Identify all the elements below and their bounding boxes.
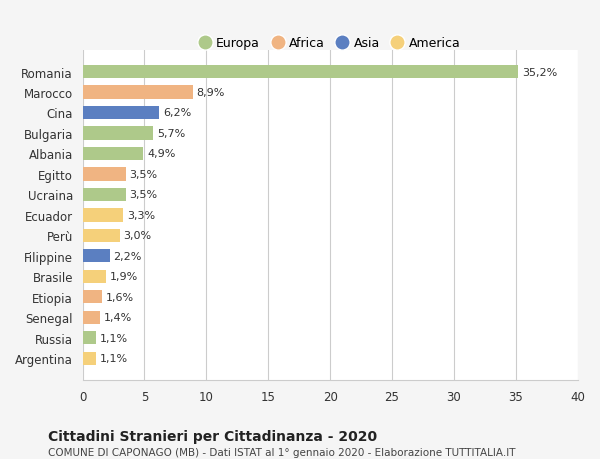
Text: 1,1%: 1,1% [100, 353, 128, 364]
Text: COMUNE DI CAPONAGO (MB) - Dati ISTAT al 1° gennaio 2020 - Elaborazione TUTTITALI: COMUNE DI CAPONAGO (MB) - Dati ISTAT al … [48, 448, 515, 458]
Text: 3,5%: 3,5% [130, 169, 158, 179]
Bar [83, 270, 106, 283]
Text: 3,5%: 3,5% [130, 190, 158, 200]
Text: 5,7%: 5,7% [157, 129, 185, 139]
Bar [83, 66, 518, 79]
Bar [83, 168, 126, 181]
Bar [83, 86, 193, 100]
Text: 3,0%: 3,0% [124, 231, 152, 241]
Text: 1,9%: 1,9% [110, 272, 138, 282]
Text: 4,9%: 4,9% [147, 149, 175, 159]
Bar [83, 229, 120, 242]
Bar [83, 250, 110, 263]
Text: 8,9%: 8,9% [196, 88, 225, 98]
Text: 2,2%: 2,2% [113, 251, 142, 261]
Text: 6,2%: 6,2% [163, 108, 191, 118]
Text: 1,4%: 1,4% [104, 313, 132, 323]
Bar [83, 147, 143, 161]
Bar [83, 331, 96, 345]
Text: Cittadini Stranieri per Cittadinanza - 2020: Cittadini Stranieri per Cittadinanza - 2… [48, 429, 377, 443]
Bar [83, 311, 100, 324]
Bar [83, 209, 124, 222]
Bar [83, 291, 103, 304]
Text: 1,1%: 1,1% [100, 333, 128, 343]
Bar [83, 127, 153, 140]
Text: 3,3%: 3,3% [127, 210, 155, 220]
Legend: Europa, Africa, Asia, America: Europa, Africa, Asia, America [194, 31, 466, 56]
Bar [83, 352, 96, 365]
Bar [83, 106, 160, 120]
Text: 1,6%: 1,6% [106, 292, 134, 302]
Bar [83, 188, 126, 202]
Text: 35,2%: 35,2% [522, 67, 557, 78]
